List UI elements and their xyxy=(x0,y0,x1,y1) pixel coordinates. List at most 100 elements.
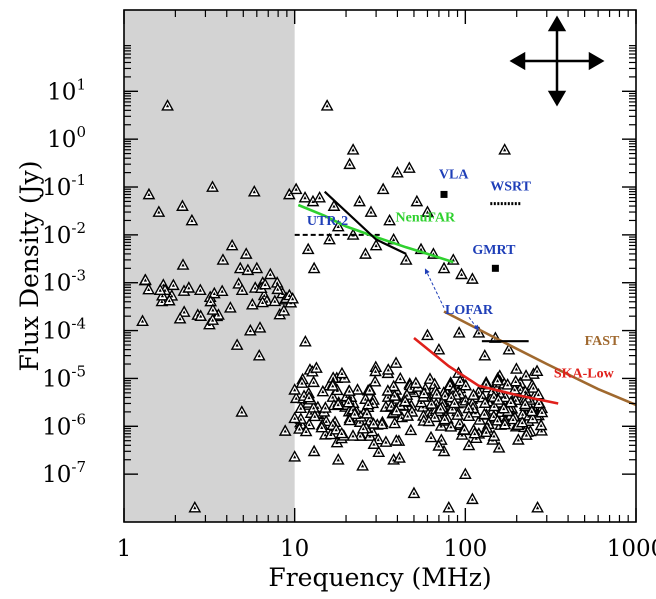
y-tick-exponent: -4 xyxy=(71,315,86,333)
source-triangle-core xyxy=(454,393,458,397)
source-triangle-core xyxy=(425,333,430,337)
gmrt-label: GMRT xyxy=(472,243,516,258)
source-triangle-core xyxy=(351,148,355,152)
source-triangle-core xyxy=(331,423,335,427)
source-triangle-core xyxy=(291,297,295,301)
source-triangle-core xyxy=(392,237,396,242)
source-triangle-core xyxy=(471,393,476,397)
vla-label: VLA xyxy=(439,168,469,183)
source-triangle-core xyxy=(467,443,471,447)
source-triangle-core xyxy=(260,300,265,305)
source-triangle-core xyxy=(334,428,338,432)
source-triangle-core xyxy=(496,398,500,402)
source-triangle-core xyxy=(248,328,252,333)
source-triangle-core xyxy=(147,287,151,292)
source-triangle-core xyxy=(392,384,396,388)
shaded-low-frequency-region xyxy=(124,10,295,522)
source-triangle-core xyxy=(182,310,186,314)
source-triangle-core xyxy=(397,456,402,460)
source-triangle-core xyxy=(307,395,311,400)
ska-low-curve xyxy=(413,336,559,405)
y-tick-label: 100 xyxy=(47,123,86,153)
source-triangle-core xyxy=(404,258,408,262)
source-triangle-core xyxy=(240,410,244,414)
source-triangle-core xyxy=(425,210,430,214)
source-triangle-core xyxy=(470,497,474,501)
source-triangle-core xyxy=(514,398,518,402)
source-triangle-core xyxy=(246,268,250,272)
source-triangle-core xyxy=(428,377,432,381)
source-triangle-core xyxy=(307,422,311,427)
source-triangle-core xyxy=(303,340,307,344)
nenufar-curve xyxy=(297,203,454,264)
source-triangle-core xyxy=(502,406,506,411)
source-triangle-core xyxy=(368,388,372,392)
source-triangle-core xyxy=(470,277,474,281)
source-triangle-core xyxy=(457,331,461,335)
source-triangle-core xyxy=(409,386,413,390)
source-triangle-core xyxy=(516,438,520,442)
source-triangle-core xyxy=(336,402,340,407)
source-triangle-core xyxy=(276,287,280,291)
source-triangle-core xyxy=(412,491,416,495)
source-triangle-core xyxy=(535,369,539,373)
source-triangle-core xyxy=(448,383,452,388)
y-tick-base: 10 xyxy=(47,127,76,153)
source-triangle-core xyxy=(321,389,325,394)
source-triangle-core xyxy=(365,412,369,416)
source-triangle-core xyxy=(463,472,467,476)
source-triangle-core xyxy=(304,429,308,434)
source-triangle-core xyxy=(371,401,375,405)
y-tick-label: 10-4 xyxy=(42,315,86,345)
source-triangle-core xyxy=(211,318,215,322)
source-triangle-core xyxy=(303,196,307,200)
source-triangle-core xyxy=(331,395,335,399)
source-triangle-core xyxy=(395,171,400,175)
source-triangle-core xyxy=(325,104,329,108)
source-markers xyxy=(136,99,549,513)
x-tick-label: 1 xyxy=(117,536,132,562)
source-triangle-core xyxy=(477,390,481,394)
source-triangle-core xyxy=(312,449,316,453)
source-triangle-core xyxy=(287,293,291,297)
source-triangle-core xyxy=(386,395,390,399)
source-triangle-core xyxy=(351,434,355,438)
source-triangle-core xyxy=(405,393,409,397)
source-triangle-core xyxy=(373,369,378,373)
source-triangle-core xyxy=(380,422,384,426)
source-triangle-core xyxy=(531,416,535,421)
source-triangle-core xyxy=(293,455,297,459)
source-triangle-core xyxy=(518,387,522,391)
lofar-pointer-arrowhead xyxy=(424,268,430,275)
source-triangle-core xyxy=(323,433,327,437)
source-triangle-core xyxy=(355,388,360,392)
source-triangle-core xyxy=(409,428,413,432)
source-triangle-core xyxy=(263,282,267,287)
source-triangle-core xyxy=(363,397,368,401)
y-tick-exponent: 0 xyxy=(76,123,86,141)
source-triangle-core xyxy=(419,247,423,251)
source-triangle-core xyxy=(459,272,464,276)
source-triangle-core xyxy=(415,199,419,204)
source-triangle-core xyxy=(320,425,324,430)
source-triangle-core xyxy=(312,406,316,410)
source-triangle-core xyxy=(483,354,487,358)
four-way-arrow-icon xyxy=(509,15,605,107)
source-triangle-core xyxy=(473,431,477,436)
source-triangle-core xyxy=(238,266,242,270)
source-triangle-core xyxy=(398,376,402,381)
y-tick-exponent: -3 xyxy=(71,267,86,285)
source-triangle-core xyxy=(393,421,397,425)
source-triangle-core xyxy=(442,266,446,270)
source-triangle-core xyxy=(539,423,543,427)
source-triangle-core xyxy=(536,392,540,397)
y-tick-exponent: 1 xyxy=(76,75,86,93)
source-triangle-core xyxy=(422,391,426,396)
source-triangle-core xyxy=(394,408,399,413)
source-triangle-core xyxy=(438,407,443,411)
source-triangle-core xyxy=(293,388,297,392)
source-triangle-core xyxy=(531,386,535,390)
source-triangle-core xyxy=(477,331,481,335)
source-triangle-core xyxy=(458,379,462,383)
source-triangle-core xyxy=(160,294,164,298)
